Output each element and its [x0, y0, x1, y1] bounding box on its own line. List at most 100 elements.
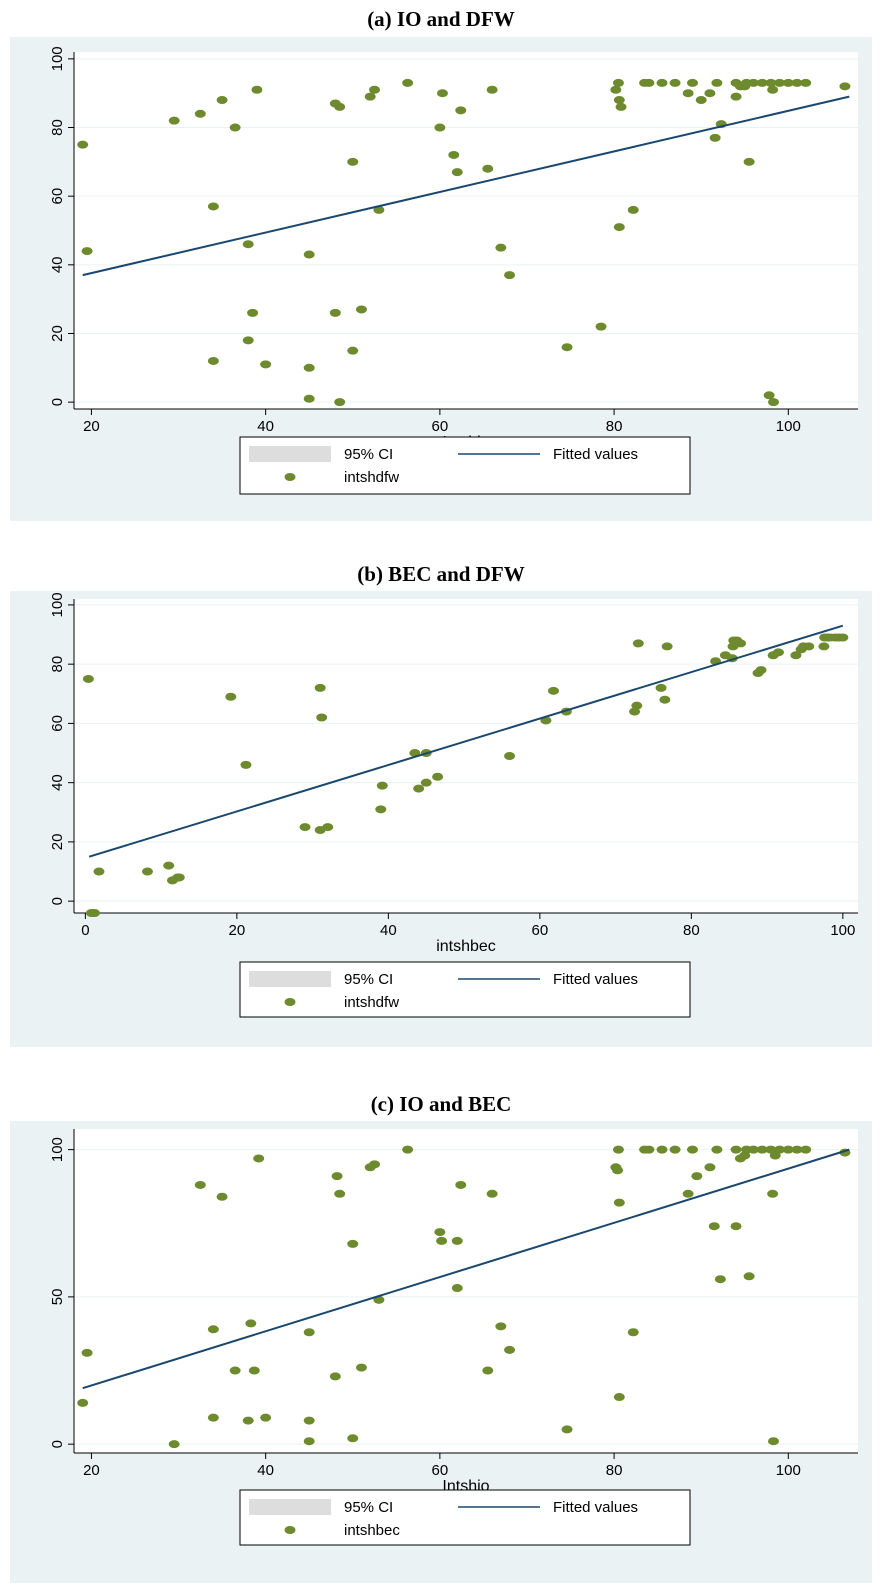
data-point	[303, 250, 315, 259]
data-point	[436, 89, 448, 98]
data-point	[767, 1189, 779, 1198]
legend-marker-swatch	[284, 998, 296, 1006]
y-tick-label: 0	[49, 897, 66, 905]
y-tick-label: 80	[49, 119, 66, 136]
data-point	[730, 1222, 742, 1231]
legend-label: intshbec	[344, 1522, 400, 1539]
data-point	[375, 805, 387, 814]
data-point	[661, 642, 673, 651]
data-point	[730, 92, 742, 101]
data-point	[714, 1275, 726, 1284]
data-point	[451, 1236, 463, 1245]
data-point	[747, 78, 759, 87]
data-point	[373, 205, 385, 214]
legend-label: 95% CI	[344, 1499, 393, 1516]
data-point	[704, 1163, 716, 1172]
legend-marker-swatch	[284, 1526, 296, 1534]
data-point	[656, 78, 668, 87]
data-point	[303, 1328, 315, 1337]
data-point	[455, 1180, 467, 1189]
data-point	[612, 78, 624, 87]
data-point	[612, 1166, 624, 1175]
x-tick-label: 20	[83, 418, 100, 435]
x-tick-label: 100	[830, 922, 855, 939]
data-point	[347, 1239, 359, 1248]
data-point	[711, 78, 723, 87]
data-point	[299, 823, 311, 832]
data-point	[364, 92, 376, 101]
data-point	[314, 683, 326, 692]
data-point	[81, 247, 93, 256]
data-point	[173, 873, 185, 882]
panel-c-title: (c) IO and BEC	[370, 1092, 512, 1116]
data-point	[743, 1272, 755, 1281]
panel-b-title: (b) BEC and DFW	[357, 562, 525, 586]
data-point	[347, 1434, 359, 1443]
x-tick-label: 0	[81, 922, 89, 939]
x-tick-label: 60	[432, 1462, 449, 1479]
legend-label: 95% CI	[344, 446, 393, 463]
data-point	[769, 1151, 781, 1160]
data-point	[141, 867, 153, 876]
data-point	[303, 1437, 315, 1446]
data-point	[755, 666, 767, 675]
x-tick-label: 80	[683, 922, 700, 939]
data-point	[659, 695, 671, 704]
data-point	[791, 78, 803, 87]
data-point	[432, 772, 444, 781]
y-tick-label: 100	[49, 592, 66, 617]
data-point	[451, 168, 463, 177]
data-point	[163, 861, 175, 870]
data-point	[782, 78, 794, 87]
data-point	[242, 240, 254, 249]
data-point	[669, 1145, 681, 1154]
legend-label: 95% CI	[344, 971, 393, 988]
y-tick-label: 80	[49, 656, 66, 673]
data-point	[251, 85, 263, 94]
data-point	[216, 1192, 228, 1201]
data-point	[691, 1172, 703, 1181]
legend-label: intshdfw	[344, 469, 399, 486]
data-point	[334, 1189, 346, 1198]
data-point	[682, 89, 694, 98]
data-point	[610, 85, 622, 94]
data-point	[695, 96, 707, 105]
data-point	[329, 1372, 341, 1381]
data-point	[434, 1228, 446, 1237]
data-point	[504, 1345, 516, 1354]
data-point	[800, 1145, 812, 1154]
data-point	[329, 308, 341, 317]
data-point	[656, 1145, 668, 1154]
data-point	[303, 363, 315, 372]
x-tick-label: 40	[380, 922, 397, 939]
data-point	[376, 781, 388, 790]
y-tick-label: 100	[49, 1137, 66, 1162]
data-point	[207, 1413, 219, 1422]
data-point	[402, 78, 414, 87]
data-point	[247, 308, 259, 317]
x-tick-label: 40	[257, 1462, 274, 1479]
data-point	[436, 1236, 448, 1245]
data-point	[613, 1393, 625, 1402]
data-point	[767, 85, 779, 94]
data-point	[682, 1189, 694, 1198]
data-point	[495, 1322, 507, 1331]
x-tick-label: 40	[257, 418, 274, 435]
data-point	[791, 1145, 803, 1154]
data-point	[613, 223, 625, 232]
data-point	[355, 305, 367, 314]
data-point	[413, 784, 425, 793]
data-point	[615, 102, 627, 111]
x-tick-label: 60	[432, 418, 449, 435]
data-point	[772, 648, 784, 657]
data-point	[77, 1398, 89, 1407]
data-point	[207, 202, 219, 211]
x-tick-label: 80	[606, 418, 623, 435]
legend-label: Fitted values	[553, 446, 638, 463]
fitted-line	[82, 95, 850, 277]
data-point	[632, 639, 644, 648]
data-point	[612, 1145, 624, 1154]
data-point	[669, 78, 681, 87]
data-point	[613, 96, 625, 105]
